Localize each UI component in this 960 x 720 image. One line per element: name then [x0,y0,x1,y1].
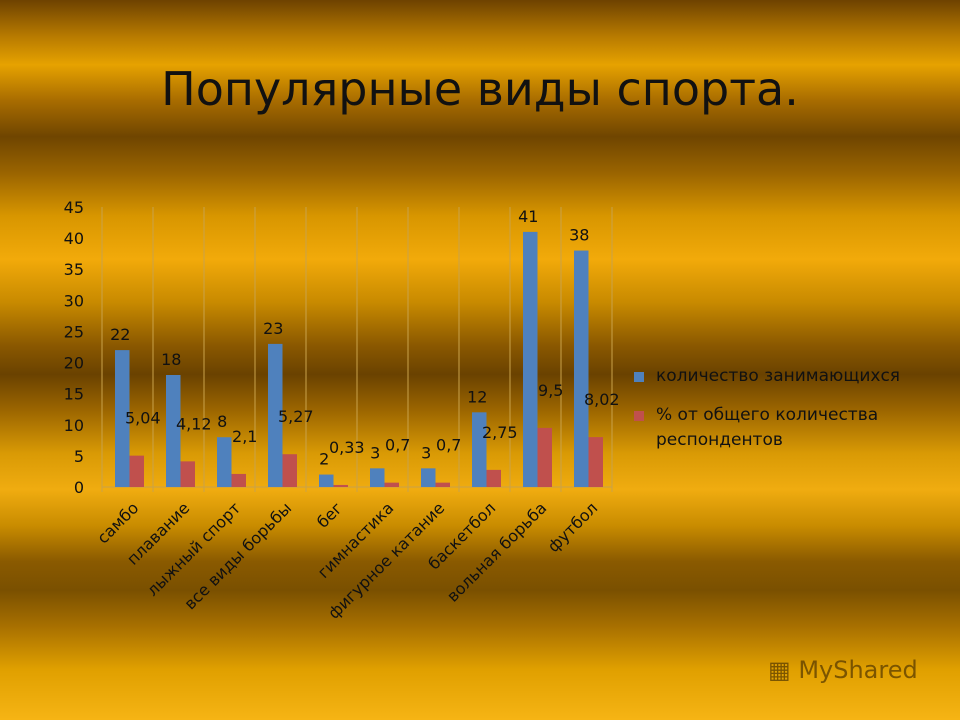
y-tick-label: 5 [74,447,84,466]
y-tick-label: 10 [64,416,84,435]
legend-item-count: количество занимающихся [632,364,936,389]
data-label: 18 [161,350,181,369]
data-label: 3 [421,443,431,462]
bar-count [574,250,589,487]
bar-percent [129,455,144,487]
bar-percent [588,437,603,487]
legend-swatch-percent [634,411,644,421]
bar-count [115,350,130,487]
x-tick-label: футбол [544,498,602,556]
y-tick-label: 35 [64,260,84,279]
y-tick-label: 45 [64,198,84,217]
y-tick-label: 15 [64,385,84,404]
bar-count [217,437,232,487]
data-label: 41 [518,207,538,226]
data-label: 12 [467,387,487,406]
data-label: 4,12 [176,414,212,433]
data-label: 8,02 [584,390,620,409]
y-tick-label: 40 [64,229,84,248]
y-tick-label: 25 [64,322,84,341]
x-tick-label: вольная борьба [443,498,550,605]
bar-count [523,231,538,487]
data-label: 23 [263,319,283,338]
legend-swatch-count [634,372,644,382]
bar-count [472,412,487,487]
legend: количество занимающихся % от общего коли… [632,364,936,467]
bar-percent [537,427,552,487]
slide-title: Популярные виды спорта. [161,62,799,116]
data-label: 0,7 [385,436,410,455]
bar-percent [282,454,297,487]
data-label: 2 [319,450,329,469]
data-label: 5,04 [125,409,161,428]
y-tick-label: 30 [64,291,84,310]
bar-count [268,343,283,487]
bar-percent [486,469,501,487]
watermark-text: MyShared [798,656,918,684]
bar-count [421,468,436,487]
legend-label: количество занимающихся [656,366,901,386]
bar-count [319,474,334,487]
bar-percent [384,482,399,487]
data-label: 3 [370,443,380,462]
data-label: 0,33 [329,438,365,457]
x-tick-label: лыжный спорт [143,498,244,599]
bar-percent [231,473,246,487]
bar-count [370,468,385,487]
data-label: 0,7 [436,436,461,455]
bar-percent [180,461,195,487]
legend-item-percent: % от общего количества респондентов [632,403,936,453]
data-label: 2,75 [482,423,518,442]
x-tick-label: самбо [93,498,142,547]
y-tick-label: 20 [64,354,84,373]
data-label: 8 [217,412,227,431]
data-label: 5,27 [278,407,314,426]
bar-percent [435,482,450,487]
data-label: 9,5 [538,381,563,400]
data-label: 38 [569,226,589,245]
watermark-logo: ▦ MyShared [768,656,918,684]
legend-label: % от общего количества респондентов [656,405,879,450]
bar-percent [333,484,348,487]
x-tick-label: бег [313,498,346,531]
y-tick-label: 0 [74,478,84,497]
data-label: 2,1 [232,427,257,446]
data-label: 22 [110,325,130,344]
bar-count [166,375,181,487]
